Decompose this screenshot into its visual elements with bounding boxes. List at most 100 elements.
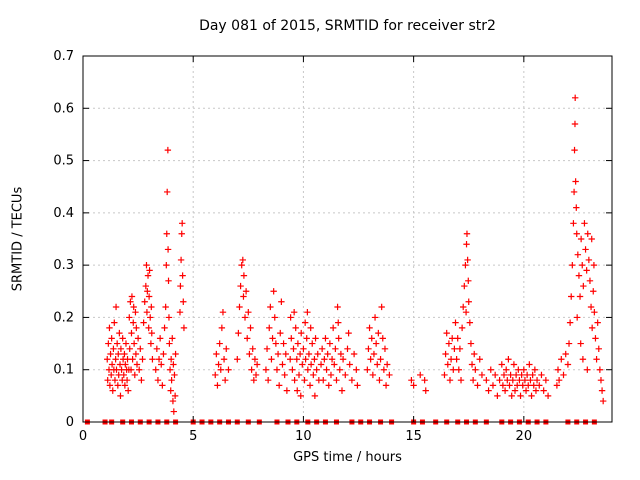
data-point-plus <box>446 376 454 384</box>
data-point-plus <box>121 350 128 358</box>
data-point-plus <box>126 345 133 352</box>
data-point-plus <box>166 366 174 373</box>
data-point-plus <box>329 324 337 332</box>
data-point-plus <box>127 366 135 373</box>
data-point-plus <box>178 230 185 237</box>
data-point-plus <box>500 371 508 379</box>
data-point-plus <box>337 350 345 358</box>
data-point-plus <box>354 382 361 389</box>
data-point-plus <box>310 371 317 379</box>
data-point-plus <box>153 345 161 352</box>
x-tick-label: 0 <box>79 429 87 444</box>
data-point-plus <box>270 288 277 295</box>
data-point-plus <box>108 361 116 368</box>
x-tick-label: 5 <box>189 429 197 444</box>
data-point-plus <box>106 324 113 332</box>
y-tick-label: 0.3 <box>53 258 74 273</box>
data-point-plus <box>554 366 562 373</box>
data-point-plus <box>169 335 176 342</box>
data-point-plus <box>137 345 144 352</box>
data-point-plus <box>451 345 458 352</box>
data-point-plus <box>512 371 520 379</box>
y-tick-label: 0.1 <box>53 363 74 378</box>
data-point-plus <box>291 376 298 384</box>
data-point-plus <box>542 376 550 384</box>
data-point-plus <box>290 309 298 316</box>
data-point-plus <box>583 267 590 274</box>
data-point-plus <box>225 366 232 373</box>
data-point-plus <box>382 382 390 389</box>
data-point-plus <box>179 272 186 279</box>
data-point-plus <box>241 314 249 321</box>
data-point-plus <box>170 408 178 415</box>
data-point-plus <box>144 272 152 279</box>
data-point-plus <box>523 371 531 379</box>
data-point-plus <box>318 345 326 352</box>
data-point-plus <box>574 251 582 258</box>
data-point-plus <box>281 371 288 379</box>
data-point-plus <box>328 356 336 363</box>
data-point-plus <box>145 324 152 332</box>
data-point-plus <box>463 241 470 248</box>
data-point-plus <box>105 340 112 347</box>
data-point-plus <box>350 350 358 358</box>
data-point-plus <box>565 340 573 347</box>
data-point-plus <box>509 376 517 384</box>
data-point-plus <box>353 366 360 373</box>
data-point-plus <box>380 366 388 373</box>
data-point-plus <box>277 329 284 337</box>
data-point-plus <box>345 329 352 337</box>
data-point-plus <box>155 356 163 363</box>
data-point-plus <box>112 303 120 311</box>
data-point-plus <box>111 376 119 384</box>
data-point-plus <box>129 356 136 363</box>
data-point-plus <box>344 345 351 352</box>
data-point-plus <box>576 293 584 300</box>
data-point-plus <box>240 293 247 300</box>
data-point-plus <box>152 366 159 373</box>
data-point-plus <box>143 261 150 269</box>
data-point-plus <box>496 376 503 384</box>
data-point-plus <box>504 376 511 384</box>
data-point-plus <box>130 303 137 311</box>
data-point-plus <box>531 366 539 373</box>
data-point-plus <box>223 345 230 352</box>
data-point-plus <box>164 246 172 253</box>
data-point-plus <box>246 350 253 358</box>
data-point-plus <box>366 324 373 332</box>
data-point-plus <box>148 329 155 337</box>
data-point-plus <box>499 382 507 389</box>
data-point-plus <box>472 366 479 373</box>
data-point-plus <box>584 230 591 237</box>
data-point-plus <box>280 340 287 347</box>
data-point-plus <box>450 366 457 373</box>
data-point-plus <box>290 345 297 352</box>
data-point-plus <box>521 376 529 384</box>
data-point-plus <box>320 376 327 384</box>
data-point-plus <box>571 120 579 128</box>
data-point-plus <box>253 361 261 368</box>
data-point-plus <box>112 356 119 363</box>
data-point-plus <box>130 319 137 326</box>
data-point-plus <box>586 277 594 285</box>
data-point-plus <box>582 246 589 253</box>
data-point-plus <box>109 387 116 394</box>
data-point-plus <box>517 392 524 400</box>
data-point-plus <box>442 350 449 358</box>
data-point-plus <box>417 371 424 379</box>
data-point-plus <box>464 256 471 264</box>
data-point-plus <box>599 397 607 405</box>
data-point-plus <box>146 267 153 274</box>
data-point-plus <box>141 298 148 305</box>
data-point-plus <box>264 376 272 384</box>
data-point-plus <box>139 356 146 363</box>
data-point-plus <box>106 382 114 389</box>
data-point-plus <box>107 350 114 358</box>
data-point-plus <box>292 324 299 332</box>
data-point-plus <box>339 356 347 363</box>
data-point-plus <box>572 178 579 185</box>
data-point-plus <box>108 335 115 342</box>
data-point-plus <box>511 387 519 394</box>
data-point-plus <box>165 314 173 321</box>
data-point-plus <box>321 356 328 363</box>
